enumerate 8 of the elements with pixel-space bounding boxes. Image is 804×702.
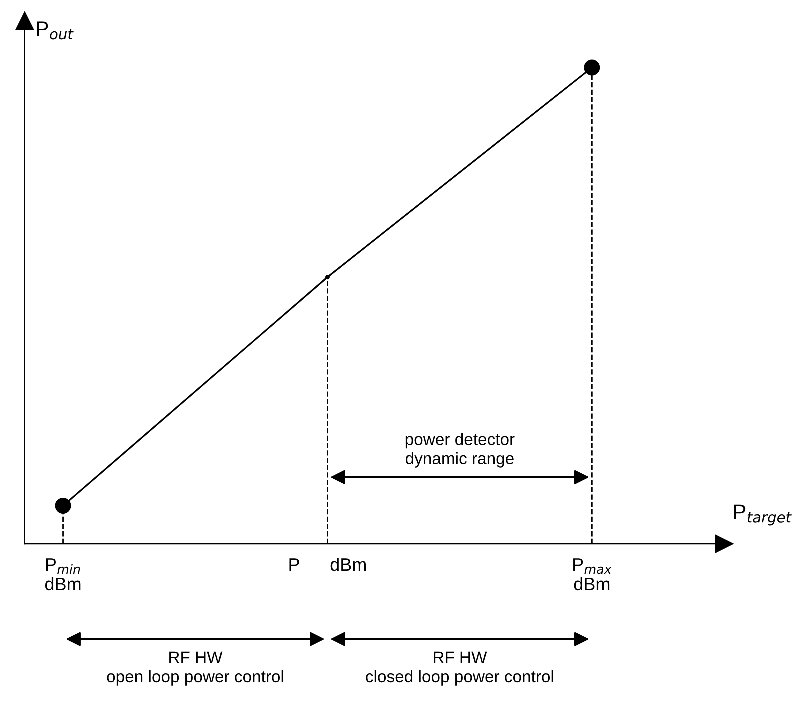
x-axis-title: P$_{target}$: [734, 504, 792, 526]
x-tick-label: P dBm: [290, 558, 366, 572]
y-axis-title: P$_{out}$: [37, 22, 74, 40]
text: RF HW open loop power control: [107, 652, 284, 686]
x-tick-label: P$_{min}$ dBm: [45, 558, 81, 591]
text: RF HW closed loop power control: [366, 652, 554, 686]
x-tick-label: P$_{max}$ dBm: [574, 558, 612, 591]
annotation: power detector dynamic range: [406, 433, 515, 468]
